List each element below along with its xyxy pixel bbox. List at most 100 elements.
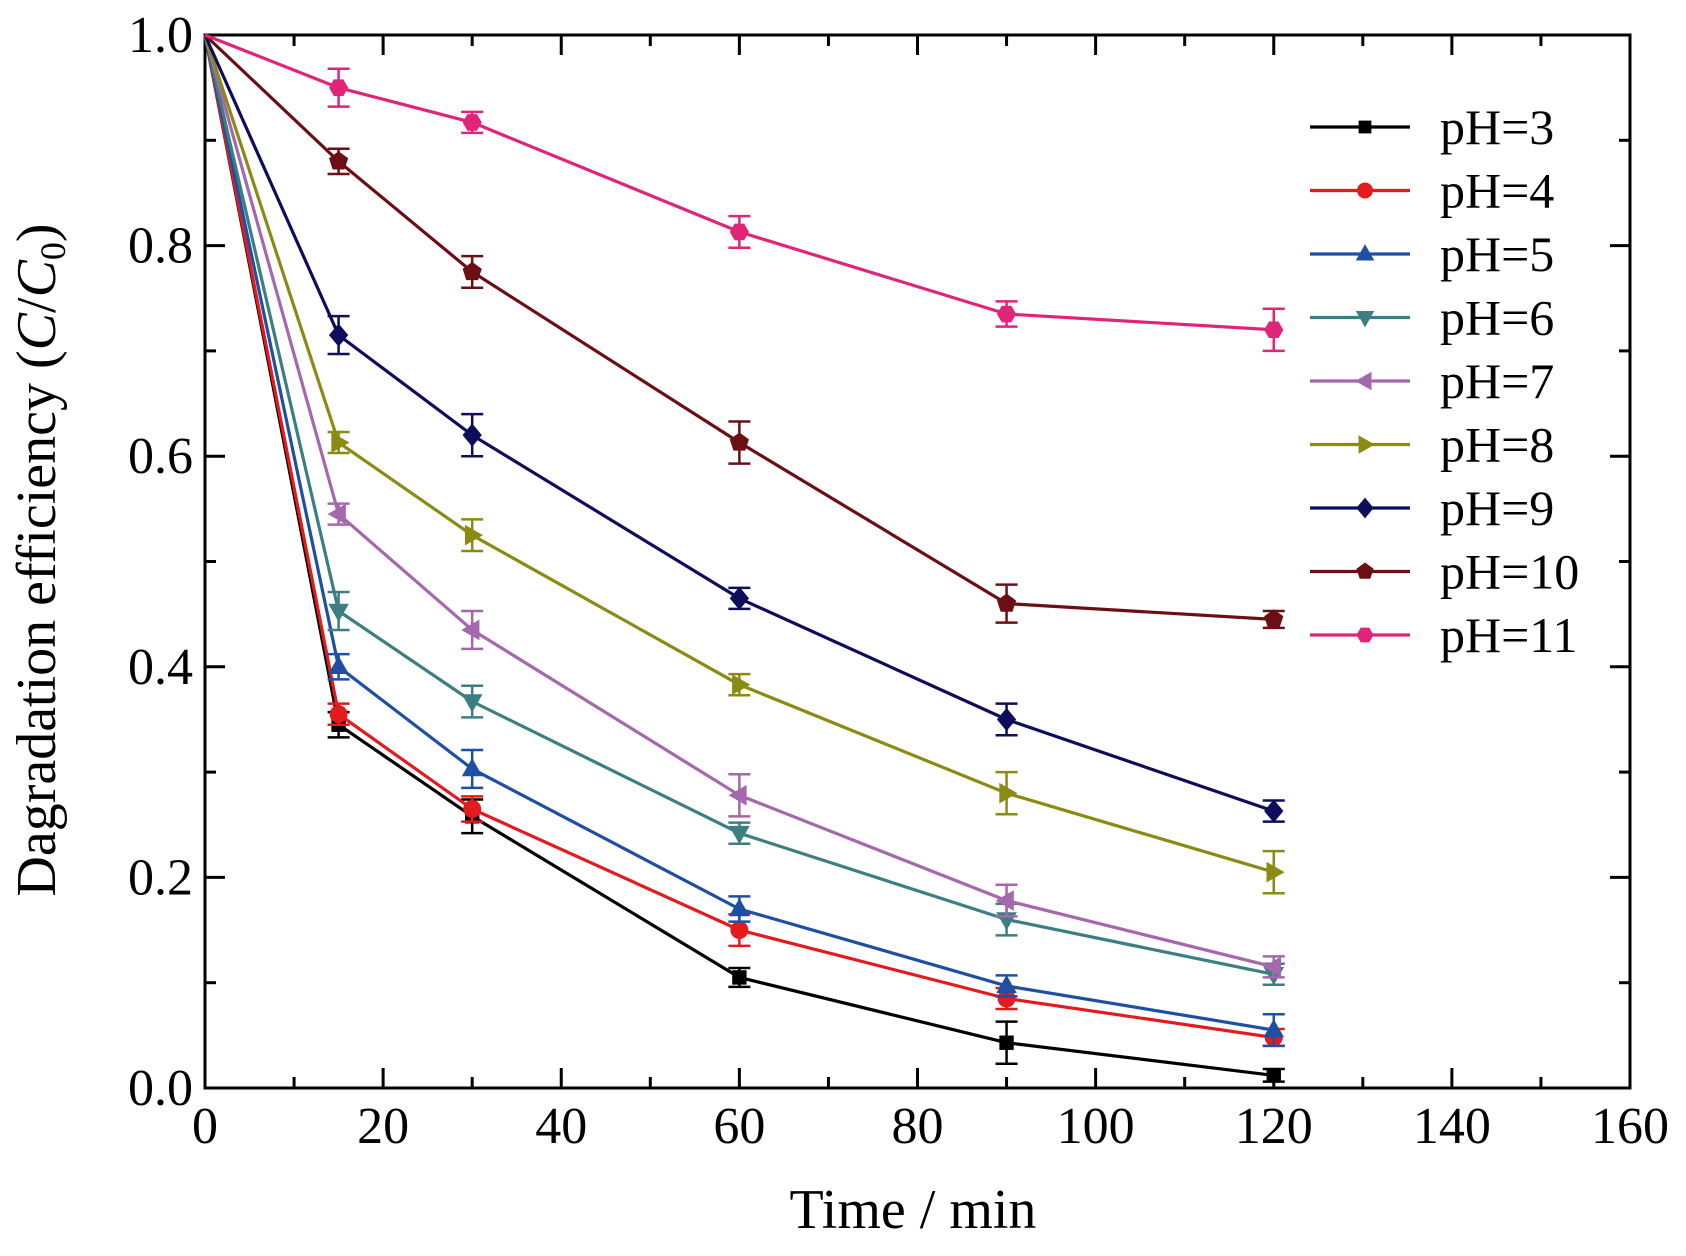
data-point — [729, 825, 750, 845]
x-tick-label: 100 — [1057, 1098, 1135, 1155]
series-line — [203, 34, 1275, 1040]
data-point — [730, 921, 749, 940]
legend-label: pH=11 — [1440, 607, 1577, 663]
data-point — [329, 705, 348, 724]
data-point — [1266, 861, 1285, 883]
y-tick-label: 0.0 — [128, 1060, 193, 1117]
legend-marker — [1355, 371, 1372, 391]
data-point — [1262, 956, 1281, 978]
series-layer — [203, 33, 1285, 1083]
data-point — [461, 619, 480, 641]
x-tick-label: 60 — [713, 1098, 765, 1155]
legend-label: pH=5 — [1440, 226, 1554, 282]
axes-layer: 0 20 40 60 80 100 120 140 160 0.0 0.2 0.4 0.6 0.8 1.0 — [128, 7, 1669, 1155]
legend-label: pH=7 — [1440, 353, 1554, 409]
legend-item: pH=8 — [1310, 417, 1554, 473]
data-point — [462, 261, 482, 281]
y-tick-label: 0.4 — [128, 639, 193, 696]
legend-item: pH=7 — [1310, 353, 1554, 409]
data-point — [996, 593, 1017, 612]
legend-marker — [1355, 311, 1375, 328]
x-tick-label: 140 — [1413, 1098, 1491, 1155]
series-line — [203, 34, 1274, 1077]
legend-marker — [1356, 497, 1374, 519]
data-point — [461, 694, 483, 713]
legend-label: pH=10 — [1440, 544, 1579, 600]
legend-item: pH=6 — [1310, 290, 1554, 346]
legend-item: pH=9 — [1310, 480, 1554, 536]
data-point — [464, 524, 484, 546]
series-pH=7 — [203, 34, 1285, 979]
data-point — [996, 707, 1017, 732]
data-point — [463, 799, 482, 818]
data-point — [999, 1035, 1014, 1050]
legend-label: pH=3 — [1440, 99, 1554, 155]
y-tick-label: 1.0 — [128, 7, 193, 64]
series-line — [203, 34, 1275, 969]
data-point — [1264, 799, 1284, 823]
data-point — [462, 114, 482, 131]
data-point — [461, 758, 483, 777]
y-tick-label: 0.2 — [128, 849, 193, 906]
data-point — [328, 323, 349, 347]
data-point — [732, 674, 751, 696]
legend-label: pH=6 — [1440, 290, 1554, 346]
legend-marker — [1357, 182, 1373, 199]
legend-label: pH=9 — [1440, 480, 1554, 536]
series-pH=8 — [203, 34, 1285, 895]
series-line — [203, 34, 1275, 874]
data-point — [329, 79, 349, 96]
plot-frame — [203, 33, 1632, 1090]
data-point — [328, 655, 349, 675]
legend-label: pH=8 — [1440, 417, 1554, 473]
data-point — [728, 784, 747, 806]
legend-item: pH=3 — [1310, 99, 1554, 155]
series-pH=5 — [203, 34, 1285, 1048]
series-line — [203, 34, 1275, 976]
data-point — [462, 423, 482, 447]
data-point — [996, 305, 1017, 323]
x-tick-label: 120 — [1235, 1098, 1313, 1155]
data-point — [1263, 1019, 1285, 1038]
data-point — [1264, 609, 1284, 628]
legend-marker — [1358, 120, 1372, 134]
legend-marker — [1356, 627, 1374, 643]
series-pH=10 — [203, 33, 1285, 630]
series-pH=9 — [203, 34, 1285, 823]
legend-label: pH=4 — [1440, 163, 1554, 219]
data-point — [729, 898, 750, 917]
data-point — [732, 970, 747, 985]
x-axis-title: Time / min — [790, 1179, 1037, 1241]
data-point — [328, 603, 349, 622]
series-line — [203, 34, 1275, 1032]
data-point — [729, 223, 749, 241]
legend-marker — [1356, 562, 1374, 579]
legend-item: pH=5 — [1310, 226, 1554, 282]
x-tick-label: 20 — [357, 1098, 409, 1155]
data-point — [1266, 1068, 1281, 1083]
data-point — [729, 586, 750, 610]
data-point — [997, 989, 1016, 1008]
series-line — [203, 33, 1274, 621]
legend-marker — [1355, 244, 1375, 261]
data-point — [999, 782, 1018, 804]
y-tick-label: 0.8 — [128, 218, 193, 275]
series-pH=6 — [203, 34, 1285, 987]
x-tick-label: 160 — [1591, 1098, 1669, 1155]
legend: pH=3 pH=4 pH=5 pH=6 pH=7 pH=8 pH=9 pH=10 pH=11 — [1310, 99, 1579, 663]
series-line — [204, 33, 1274, 332]
data-point — [729, 432, 749, 451]
legend-item: pH=4 — [1310, 163, 1554, 219]
y-tick-label: 0.6 — [128, 428, 193, 485]
x-tick-label: 40 — [535, 1098, 587, 1155]
legend-marker — [1358, 435, 1375, 454]
y-axis-title: Dagradation efficiency (C/C0) — [6, 223, 73, 896]
series-line — [203, 34, 1275, 813]
data-point — [327, 503, 346, 525]
legend-item: pH=10 — [1310, 544, 1579, 600]
x-tick-label: 0 — [192, 1098, 218, 1155]
legend-item: pH=11 — [1310, 607, 1577, 663]
data-point — [1264, 321, 1284, 339]
